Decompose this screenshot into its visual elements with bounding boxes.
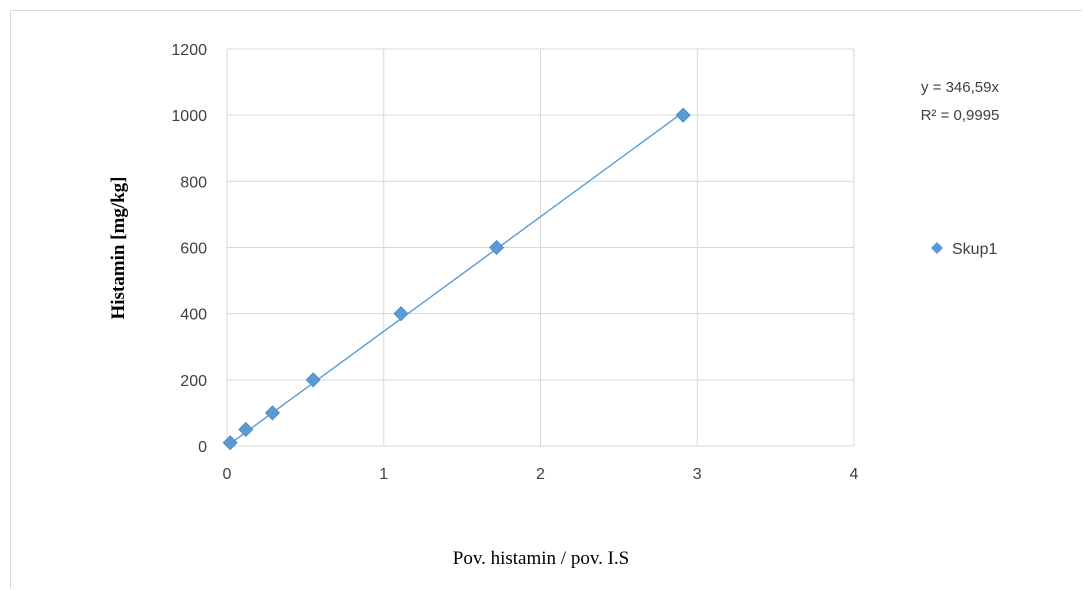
y-axis-ticks: 0 200 400 600 800 1000 1200 — [171, 42, 207, 456]
data-point-4 — [393, 306, 409, 322]
legend: Skup1 — [931, 241, 997, 258]
legend-marker-diamond — [931, 242, 943, 254]
x-tick-label-2: 2 — [536, 466, 545, 483]
y-axis-title: Histamin [mg/kg] — [108, 176, 129, 319]
trendline-r-squared: R² = 0,9995 — [921, 107, 1000, 124]
trendline-equation: y = 346,59x — [921, 79, 999, 96]
data-point-6 — [675, 107, 691, 123]
data-points — [222, 107, 691, 451]
y-tick-label-800: 800 — [180, 174, 207, 191]
data-point-1 — [238, 421, 254, 438]
x-axis-title: Pov. histamin / pov. I.S — [453, 548, 629, 569]
y-tick-label-600: 600 — [180, 241, 207, 258]
y-tick-label-400: 400 — [180, 307, 207, 324]
y-tick-label-0: 0 — [198, 439, 207, 456]
chart-frame — [10, 10, 1082, 589]
data-point-2 — [264, 405, 281, 421]
trendline — [226, 111, 684, 447]
data-point-5 — [489, 239, 505, 256]
legend-label-skup1: Skup1 — [952, 241, 997, 258]
y-tick-label-200: 200 — [180, 373, 207, 390]
trendline-group — [226, 111, 684, 447]
data-point-0 — [222, 435, 238, 451]
x-tick-label-1: 1 — [379, 466, 388, 483]
grid-lines — [226, 48, 855, 447]
x-axis-ticks: 0 1 2 3 4 — [223, 466, 859, 483]
data-point-3 — [305, 372, 321, 388]
x-tick-label-4: 4 — [850, 466, 859, 483]
y-tick-label-1200: 1200 — [171, 42, 207, 59]
x-tick-label-3: 3 — [693, 466, 702, 483]
x-tick-label-0: 0 — [223, 466, 232, 483]
y-tick-label-1000: 1000 — [171, 108, 207, 125]
